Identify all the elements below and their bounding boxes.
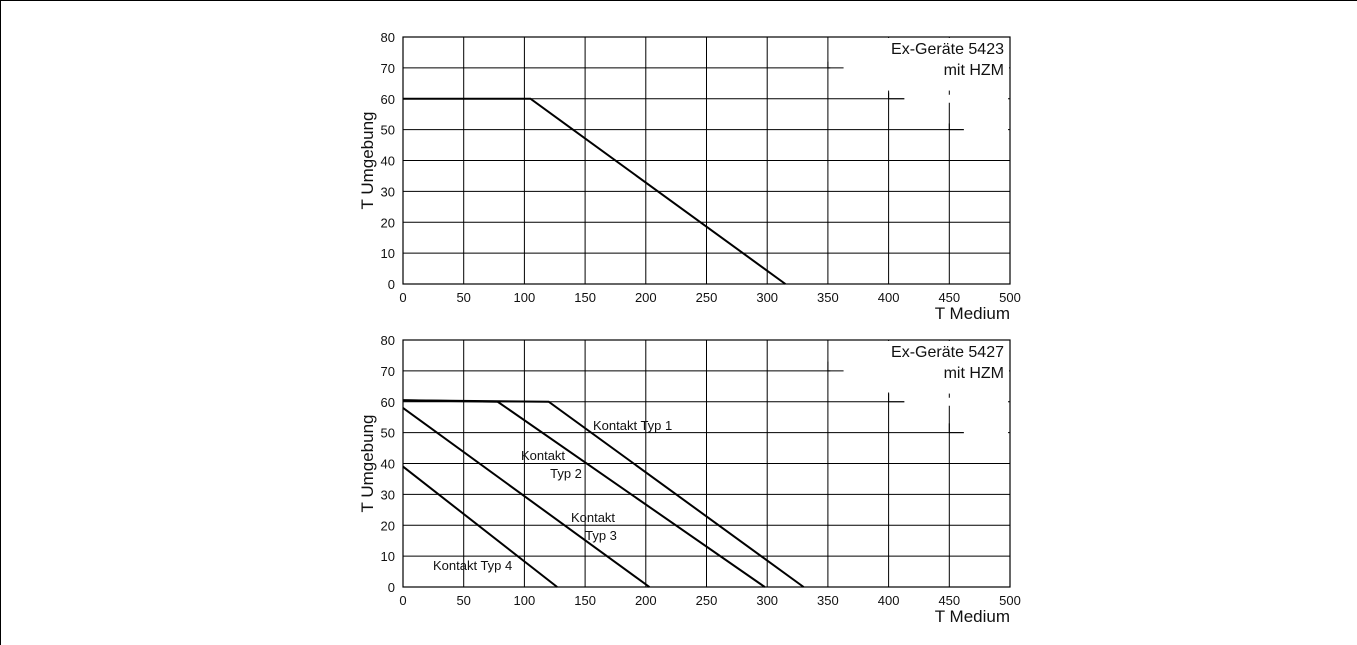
series-label-3: Kontakt Typ 3: [571, 510, 617, 543]
y-tick-label: 20: [381, 518, 395, 533]
x-axis-title: T Medium: [935, 607, 1010, 626]
series-label-line: Kontakt: [571, 510, 615, 525]
x-tick-label: 100: [514, 290, 536, 305]
series-line-2: [402, 399, 766, 588]
y-tick-label: 30: [381, 487, 395, 502]
x-tick-label: 350: [817, 290, 839, 305]
series-label-1: Kontakt Typ 1: [593, 418, 672, 433]
grid-mask: [843, 63, 1008, 72]
series-label-line: Typ 2: [550, 466, 582, 481]
x-tick-label: 250: [696, 290, 718, 305]
chart-title: Ex-Geräte 5423: [891, 41, 1004, 58]
y-tick-label: 20: [381, 215, 395, 230]
y-tick-label: 40: [381, 154, 395, 169]
x-tick-label: 0: [399, 593, 406, 608]
grid-mask: [904, 397, 1008, 406]
y-tick-label: 50: [381, 426, 395, 441]
series-label-4: Kontakt Typ 4: [433, 558, 512, 573]
grid-mask: [904, 94, 1008, 103]
series-line-1: [403, 97, 786, 285]
chart-panel-2: 0 50 100 150 200 250 300 350 400 450 500 0 10 20 30 40 5…: [358, 333, 1021, 626]
x-tick-label: 0: [399, 290, 406, 305]
x-tick-label: 450: [938, 290, 960, 305]
x-tick-label: 300: [756, 290, 778, 305]
x-tick-label: 50: [456, 593, 470, 608]
x-tick-label: 100: [514, 593, 536, 608]
plot-frame: [402, 36, 1011, 285]
x-tick-label: 200: [635, 593, 657, 608]
y-axis-title: T Umgebung: [358, 112, 377, 210]
chart-subtitle: mit HZM: [944, 365, 1004, 382]
series-line-3: [402, 407, 651, 588]
x-tick-label: 150: [574, 290, 596, 305]
x-tick-label: 250: [696, 593, 718, 608]
x-tick-label: 500: [999, 290, 1021, 305]
plot-frame: [402, 339, 1011, 588]
x-tick-label: 400: [878, 290, 900, 305]
grid-mask: [843, 366, 1008, 375]
y-tick-label: 80: [381, 333, 395, 348]
grid-mask: [963, 428, 1008, 437]
x-tick-label: 200: [635, 290, 657, 305]
y-tick-label: 70: [381, 61, 395, 76]
y-tick-label: 0: [388, 277, 395, 292]
y-tick-label: 60: [381, 92, 395, 107]
series-label-2: Kontakt Typ 2: [521, 448, 582, 481]
y-tick-label: 70: [381, 364, 395, 379]
grid-mask: [963, 125, 1008, 134]
chart-title: Ex-Geräte 5427: [891, 344, 1004, 361]
y-tick-label: 0: [388, 580, 395, 595]
x-tick-label: 450: [938, 593, 960, 608]
x-axis-title: T Medium: [935, 304, 1010, 323]
x-tick-label: 50: [456, 290, 470, 305]
y-tick-label: 10: [381, 246, 395, 261]
y-tick-label: 30: [381, 184, 395, 199]
chart-subtitle: mit HZM: [944, 62, 1004, 79]
x-tick-label: 300: [756, 593, 778, 608]
series-label-line: Kontakt: [521, 448, 565, 463]
series-line-4: [402, 465, 558, 588]
y-tick-label: 10: [381, 549, 395, 564]
y-tick-label: 60: [381, 395, 395, 410]
y-tick-label: 40: [381, 457, 395, 472]
series-label-line: Typ 3: [585, 528, 617, 543]
chart-panel-1: 0 50 100 150 200 250 300 350 400 450 500 0 10 20 30 40 5…: [358, 30, 1021, 323]
y-axis-title: T Umgebung: [358, 415, 377, 513]
x-tick-label: 350: [817, 593, 839, 608]
x-tick-label: 150: [574, 593, 596, 608]
x-tick-label: 500: [999, 593, 1021, 608]
y-tick-label: 80: [381, 30, 395, 45]
y-tick-label: 50: [381, 123, 395, 138]
x-tick-label: 400: [878, 593, 900, 608]
